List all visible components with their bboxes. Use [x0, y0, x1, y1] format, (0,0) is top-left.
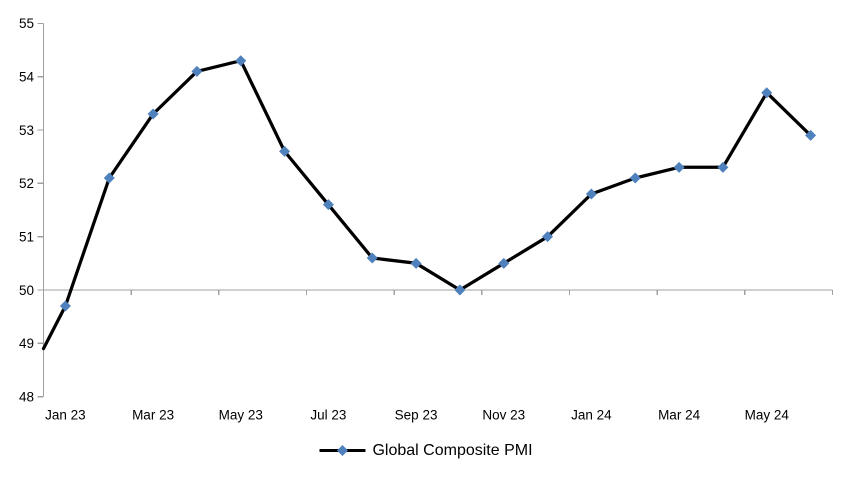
data-point-marker[interactable] — [585, 188, 597, 200]
data-point-marker[interactable] — [279, 145, 291, 157]
data-point-marker[interactable] — [103, 172, 115, 184]
data-point-marker[interactable] — [717, 161, 729, 173]
y-axis-tick-label: 48 — [19, 389, 34, 404]
x-axis-tick-label: Nov 23 — [482, 408, 525, 423]
data-point-marker[interactable] — [498, 257, 510, 269]
x-axis-tick-label: Sep 23 — [395, 408, 438, 423]
y-axis-tick-label: 54 — [19, 70, 35, 85]
x-axis-tick-label: Jul 23 — [310, 408, 346, 423]
y-axis-tick-label: 55 — [19, 16, 34, 31]
data-point-marker[interactable] — [191, 65, 203, 77]
legend[interactable]: Global Composite PMI — [319, 441, 533, 460]
x-axis-tick-label: Mar 24 — [658, 408, 701, 423]
data-point-marker[interactable] — [629, 172, 641, 184]
x-axis-tick-label: May 24 — [745, 408, 790, 423]
y-axis-tick-label: 51 — [19, 229, 34, 244]
series-line — [41, 59, 813, 351]
data-point-marker[interactable] — [322, 199, 334, 211]
y-axis-tick-label: 53 — [19, 123, 34, 138]
data-point-marker[interactable] — [805, 129, 817, 141]
chart-plot-area[interactable]: 48 49 50 51 52 53 54 55 Jan 23 Mar 23 May 23 Jul 23… — [0, 0, 852, 440]
data-point-marker[interactable] — [147, 108, 159, 120]
x-axis-tick-label: Jan 23 — [45, 408, 86, 423]
data-point-marker[interactable] — [542, 231, 554, 243]
x-axis-tick-label: Mar 23 — [132, 408, 174, 423]
data-point-marker[interactable] — [366, 252, 378, 264]
x-axis-tick-label: Jan 24 — [571, 408, 612, 423]
legend-diamond-icon — [336, 445, 348, 457]
legend-line-marker-icon — [319, 445, 366, 457]
y-axis-tick-label: 49 — [19, 336, 34, 351]
y-axis-tick-label: 52 — [19, 176, 34, 191]
y-axis-tick-label: 50 — [19, 283, 34, 298]
data-point-marker[interactable] — [235, 55, 247, 67]
x-axis-tick-label: May 23 — [219, 408, 263, 423]
data-point-marker[interactable] — [673, 161, 685, 173]
legend-series-label: Global Composite PMI — [372, 442, 533, 459]
data-point-marker[interactable] — [410, 257, 422, 269]
data-point-marker[interactable] — [761, 87, 773, 99]
data-point-marker[interactable] — [454, 284, 466, 296]
data-point-marker[interactable] — [59, 300, 71, 312]
